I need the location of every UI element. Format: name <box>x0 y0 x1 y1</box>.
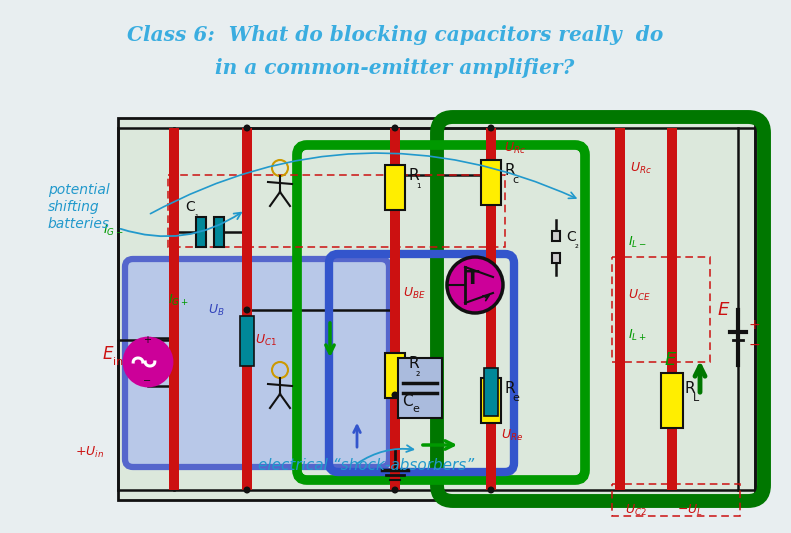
Text: L: L <box>693 393 699 403</box>
FancyArrowPatch shape <box>358 445 413 463</box>
Text: $I_{G-}$: $I_{G-}$ <box>103 222 123 238</box>
FancyBboxPatch shape <box>125 259 389 467</box>
Bar <box>242 128 252 490</box>
Text: ₂: ₂ <box>416 368 421 378</box>
Circle shape <box>124 338 172 386</box>
Text: $U_{CE}$: $U_{CE}$ <box>628 287 651 303</box>
Bar <box>118 118 755 500</box>
Bar <box>481 377 501 423</box>
Text: $I_{L+}$: $I_{L+}$ <box>628 327 646 343</box>
Circle shape <box>447 257 503 313</box>
Text: E: E <box>665 351 676 369</box>
Bar <box>661 373 683 427</box>
Text: $U_{Rc}$: $U_{Rc}$ <box>504 141 526 156</box>
Circle shape <box>487 487 494 494</box>
Bar <box>390 128 400 490</box>
FancyArrowPatch shape <box>121 213 241 236</box>
Bar <box>481 159 501 205</box>
Bar <box>612 257 710 362</box>
Text: in: in <box>113 357 123 367</box>
Text: ₁: ₁ <box>416 180 421 190</box>
Bar <box>486 128 496 490</box>
Text: shifting: shifting <box>48 200 100 214</box>
Text: −: − <box>143 376 151 386</box>
Text: $U_{C1}$: $U_{C1}$ <box>255 333 277 348</box>
Bar <box>169 128 179 490</box>
Circle shape <box>487 125 494 132</box>
Circle shape <box>244 306 251 313</box>
Text: batteries: batteries <box>48 217 110 231</box>
Bar <box>385 165 405 209</box>
Text: $U_{C2}$: $U_{C2}$ <box>625 503 647 518</box>
Text: Class 6:  What do blocking capacitors really  do: Class 6: What do blocking capacitors rea… <box>127 25 663 45</box>
Text: $I_{G+}$: $I_{G+}$ <box>168 293 188 308</box>
Text: $U_{Re}$: $U_{Re}$ <box>501 427 523 442</box>
Text: R: R <box>408 168 418 183</box>
Text: E: E <box>103 345 113 363</box>
Text: $+U_{in}$: $+U_{in}$ <box>75 445 104 459</box>
Text: e: e <box>412 404 419 414</box>
Text: in a common-emitter amplifier?: in a common-emitter amplifier? <box>215 58 574 78</box>
Text: R: R <box>408 356 418 371</box>
Bar <box>196 217 206 247</box>
Text: −: − <box>749 338 761 352</box>
Circle shape <box>392 125 399 132</box>
Circle shape <box>392 392 399 399</box>
Text: C: C <box>402 393 413 408</box>
Text: $U_{BE}$: $U_{BE}$ <box>403 286 426 301</box>
Text: +: + <box>749 318 761 332</box>
Text: ₁: ₁ <box>194 210 198 220</box>
Bar <box>615 128 625 490</box>
Text: +: + <box>143 335 151 345</box>
Text: $U_B$: $U_B$ <box>208 302 225 318</box>
Bar <box>667 128 677 490</box>
Text: R: R <box>504 381 515 396</box>
Bar <box>552 231 560 241</box>
Text: T: T <box>466 269 479 287</box>
Text: C: C <box>185 200 195 214</box>
Text: c: c <box>512 175 518 185</box>
Bar <box>552 253 560 263</box>
Text: ₂: ₂ <box>575 240 579 250</box>
Text: R: R <box>685 381 695 396</box>
Bar <box>240 316 254 366</box>
Text: E: E <box>718 301 729 319</box>
Text: C: C <box>566 230 576 244</box>
Bar <box>398 358 442 418</box>
FancyArrowPatch shape <box>150 153 576 214</box>
Circle shape <box>244 487 251 494</box>
Bar <box>168 175 505 247</box>
Circle shape <box>392 487 399 494</box>
Text: potential: potential <box>48 183 110 197</box>
Bar <box>484 368 498 416</box>
Text: $U_{Rc}$: $U_{Rc}$ <box>630 160 652 175</box>
Text: electrical “shock-absorbers”: electrical “shock-absorbers” <box>258 458 474 473</box>
Bar <box>385 352 405 398</box>
Text: $-U_L$: $-U_L$ <box>677 503 703 518</box>
Text: $I_{L-}$: $I_{L-}$ <box>628 235 646 249</box>
Bar <box>612 484 740 516</box>
Circle shape <box>244 125 251 132</box>
Text: e: e <box>512 393 519 403</box>
Text: R: R <box>504 163 515 178</box>
Bar <box>214 217 224 247</box>
